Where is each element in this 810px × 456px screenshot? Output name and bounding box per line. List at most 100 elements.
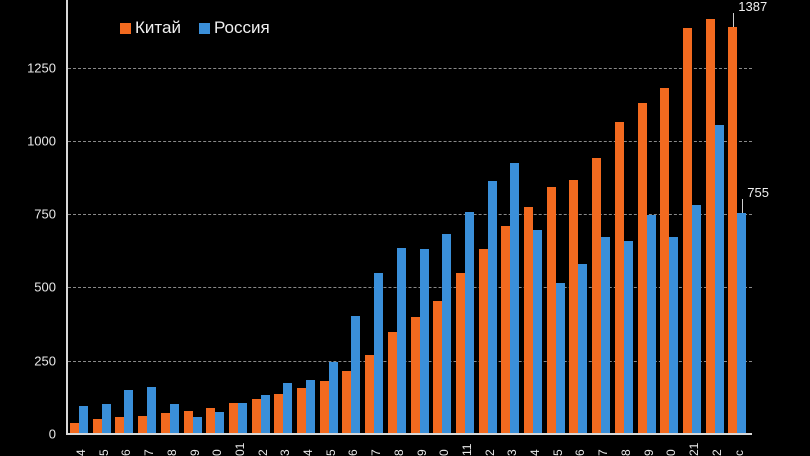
china-bar (92, 419, 102, 434)
x-tick-label: 0 (664, 449, 679, 456)
x-tick-label: 2 (709, 449, 724, 456)
china-swatch-icon (120, 22, 131, 34)
y-tick-label: 1250 (27, 60, 56, 75)
x-tick-label: 4 (301, 449, 315, 456)
china-bar (614, 122, 624, 434)
russia-bar (215, 412, 225, 434)
russia-bar (669, 236, 679, 434)
china-bar (728, 27, 738, 434)
x-tick-label: 9 (641, 449, 656, 456)
china-bar (70, 422, 79, 434)
y-tick-label: 250 (34, 353, 56, 369)
x-tick-label: 4 (74, 449, 88, 456)
china-bar (115, 416, 125, 434)
russia-bar (147, 387, 157, 434)
gridline (68, 360, 752, 362)
y-tick-label: 0 (48, 426, 56, 442)
china-bar (387, 331, 397, 434)
x-tick-label: 6 (573, 449, 588, 456)
russia-bar (578, 263, 588, 434)
russia-bar (396, 248, 406, 434)
russia-bar (601, 236, 611, 434)
x-tick-label: 4 (528, 449, 542, 456)
russia-bar (374, 273, 384, 434)
china-bar (365, 354, 375, 434)
annotation-label: 755 (747, 184, 769, 200)
y-tick-label: 1000 (27, 133, 56, 149)
china-bar (410, 317, 420, 434)
china-bar (478, 248, 488, 434)
china-bar (206, 407, 216, 434)
legend-label-russia: Россия (213, 18, 270, 37)
legend-item-russia: Россия (198, 18, 270, 38)
x-tick-label: 8 (391, 449, 406, 456)
russia-bar (169, 404, 179, 434)
china-bar (138, 416, 148, 434)
china-bar (592, 158, 602, 434)
china-bar (274, 394, 284, 434)
russia-bar (124, 390, 134, 434)
x-tick-label: 2 (482, 449, 497, 456)
x-tick-label: 3 (278, 449, 293, 456)
russia-bar (192, 416, 202, 434)
gridline (68, 140, 752, 142)
russia-bar (442, 234, 452, 434)
china-bar (637, 102, 647, 434)
gridline (68, 67, 752, 69)
china-bar (160, 412, 170, 434)
gridline (68, 287, 752, 289)
russia-bar (533, 230, 542, 434)
x-tick-label: 5 (96, 449, 111, 456)
legend-label-china: Китай (135, 18, 181, 37)
russia-bar (487, 181, 497, 434)
china-bar (501, 226, 511, 434)
x-tick-label: 6 (346, 449, 361, 456)
china-bar (251, 399, 261, 434)
russia-bar (237, 402, 247, 434)
russia-bar (419, 248, 429, 434)
russia-bar (714, 125, 724, 434)
china-bar (569, 180, 579, 434)
china-bar (342, 370, 352, 434)
x-tick-label: 11 (459, 443, 474, 456)
annotation-leader (742, 198, 744, 213)
x-tick-label: 9 (187, 449, 202, 456)
russia-bar (464, 211, 474, 434)
x-tick-label: 5 (550, 449, 565, 456)
y-axis (66, 0, 68, 435)
x-tick-label: 6 (119, 449, 134, 456)
x-axis (66, 433, 752, 435)
x-tick-label: 3 (505, 449, 520, 456)
china-bar (183, 411, 193, 434)
china-bar (455, 273, 465, 434)
y-tick-label: 750 (34, 206, 56, 222)
russia-bar (328, 361, 338, 434)
x-tick-label: 7 (596, 449, 611, 456)
legend-item-china: Китай (120, 18, 181, 38)
china-bar (546, 187, 556, 434)
x-tick-label: 2 (255, 449, 270, 456)
russia-bar (623, 241, 633, 434)
china-bar (682, 28, 692, 434)
china-bar (524, 207, 533, 434)
china-bar (297, 387, 306, 434)
russia-bar (101, 404, 111, 434)
russia-bar (260, 395, 270, 434)
china-bar (660, 88, 670, 434)
china-bar (319, 380, 329, 434)
annotation-label: 1387 (738, 0, 768, 15)
russia-bar (283, 382, 293, 434)
russia-bar (510, 163, 520, 434)
x-tick-label: 5 (323, 449, 338, 456)
russia-bar (79, 405, 88, 434)
x-tick-label: 7 (142, 449, 157, 456)
russia-bar (691, 205, 701, 434)
x-tick-label: 0 (437, 449, 452, 456)
russia-bar (351, 316, 361, 434)
y-tick-label: 500 (34, 279, 56, 295)
x-tick-label: 9 (414, 449, 429, 456)
russia-swatch-icon (198, 22, 210, 34)
china-bar (228, 402, 238, 434)
annotation-leader (733, 13, 735, 28)
china-bar (705, 19, 715, 434)
